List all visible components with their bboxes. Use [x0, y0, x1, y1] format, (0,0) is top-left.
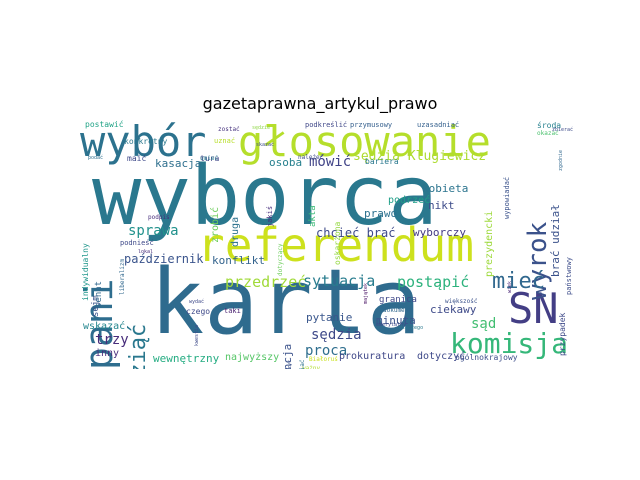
cloud-word: wypowiadać	[503, 176, 511, 219]
cloud-word: najwyższy	[225, 352, 280, 363]
cloud-word: zbierać	[552, 127, 574, 133]
cloud-word: maić	[127, 154, 147, 163]
cloud-word: trzy	[95, 332, 129, 348]
cloud-word: czego	[186, 307, 211, 316]
cloud-word: większość	[445, 298, 478, 305]
cloud-word: taki	[224, 307, 241, 315]
cloud-word: okazać	[537, 130, 559, 137]
figure-title: gazetaprawna_artykul_prawo	[202, 94, 438, 113]
cloud-word: podnieść	[120, 239, 154, 247]
cloud-word: postąpić	[397, 273, 470, 291]
cloud-word: wydać	[189, 299, 205, 305]
cloud-word: proca	[305, 343, 348, 359]
cloud-word: należeć	[298, 154, 324, 161]
cloud-word: SN	[508, 284, 559, 333]
cloud-word: inny	[95, 348, 120, 359]
cloud-word: ogólnokrajowy	[455, 353, 518, 362]
cloud-word: głosowanie	[238, 119, 491, 166]
cloud-word: skazać	[256, 142, 275, 148]
cloud-word: Białoruś	[309, 356, 338, 363]
cloud-word: oskarżona	[333, 221, 342, 265]
cloud-word: kwestia	[194, 324, 200, 346]
cloud-word: podrzeć	[388, 195, 431, 206]
cloud-word: dotyczyć	[417, 351, 466, 362]
cloud-word: prokuratura	[339, 351, 406, 362]
cloud-word: uzasadniać	[417, 121, 460, 129]
cloud-word: dokument	[383, 307, 412, 314]
cloud-word: październik	[124, 252, 204, 266]
cloud-word: ważny	[302, 365, 321, 370]
cloud-word: zrobić	[210, 206, 221, 243]
cloud-word: jakiś	[266, 205, 274, 227]
cloud-word: osoba	[269, 156, 303, 169]
cloud-word: wewnętrzny	[153, 352, 220, 365]
cloud-word: lokal	[138, 249, 154, 255]
cloud-word: brać udział	[549, 204, 562, 277]
cloud-word: komisja	[450, 327, 569, 360]
cloud-word: akta	[308, 205, 318, 227]
cloud-word: sprawa	[128, 223, 179, 239]
cloud-word: podkreślić	[305, 121, 348, 129]
cloud-word: przymusowy	[350, 121, 393, 129]
cloud-word: granica	[379, 295, 417, 305]
cloud-word: kasacja	[155, 157, 202, 170]
cloud-word: liberalizm	[119, 258, 126, 295]
cloud-word: prawo	[364, 207, 398, 220]
cloud-word: mieć	[492, 269, 545, 294]
cloud-word: emerytalny	[376, 322, 407, 328]
cloud-word: sędzia	[311, 327, 362, 343]
cloud-word: ciekawy	[430, 303, 477, 316]
cloud-word: nikt	[428, 199, 455, 212]
cloud-word: druga	[230, 216, 241, 247]
cloud-word: senat	[94, 280, 104, 308]
cloud-word: sędzia Klugiewicz	[353, 149, 487, 164]
cloud-word: dotyczący	[277, 243, 284, 276]
cloud-word: umieć	[200, 155, 219, 162]
cloud-word: wybór	[80, 119, 207, 166]
cloud-word: wyborczy	[413, 226, 466, 239]
cloud-word: konkretny	[124, 137, 168, 146]
cloud-word: minuta	[376, 314, 416, 327]
cloud-word: rozmawiać	[299, 359, 306, 369]
cloud-word: wiek	[507, 280, 513, 293]
cloud-word: postawić	[85, 120, 124, 129]
cloud-word: państwowy	[565, 257, 573, 295]
cloud-word: tura	[200, 154, 220, 163]
cloud-word: prezydencki	[484, 210, 495, 277]
cloud-word: dlaczego	[399, 325, 424, 331]
cloud-word: przypadek	[558, 312, 567, 356]
cloud-word: przekroczyć	[287, 360, 293, 369]
cloud-word: wskazać	[83, 321, 126, 332]
cloud-word: chcieć brać	[316, 226, 396, 240]
cloud-word: karta	[150, 250, 421, 355]
cloud-word: zostać	[218, 126, 240, 133]
cloud-word: podać	[88, 155, 104, 161]
cloud-word: środa	[537, 121, 562, 130]
word-cloud: wyborca karta referendum głosowanie wybór pan…	[80, 119, 577, 369]
cloud-word: podpis	[148, 214, 170, 221]
cloud-word: kobieta	[422, 182, 469, 195]
cloud-word: uznać	[214, 137, 236, 145]
cloud-word: indywidualny	[81, 243, 90, 301]
cloud-word: przedrzeć	[225, 273, 307, 291]
cloud-word: sędzie	[252, 125, 271, 131]
cloud-word: referendum	[197, 218, 474, 272]
cloud-word: bariera	[365, 157, 399, 166]
cloud-word: wyborca	[92, 149, 438, 244]
cloud-word: sąd	[471, 316, 497, 332]
cloud-word: zgodnie	[558, 149, 564, 171]
cloud-word: sytuacja	[303, 272, 376, 290]
cloud-word: konflikt	[212, 254, 265, 267]
cloud-word: pytanie	[306, 311, 353, 324]
cloud-word: majątek	[363, 282, 369, 304]
cloud-word: wziąć	[126, 323, 151, 369]
cloud-word: mówić	[309, 154, 352, 170]
